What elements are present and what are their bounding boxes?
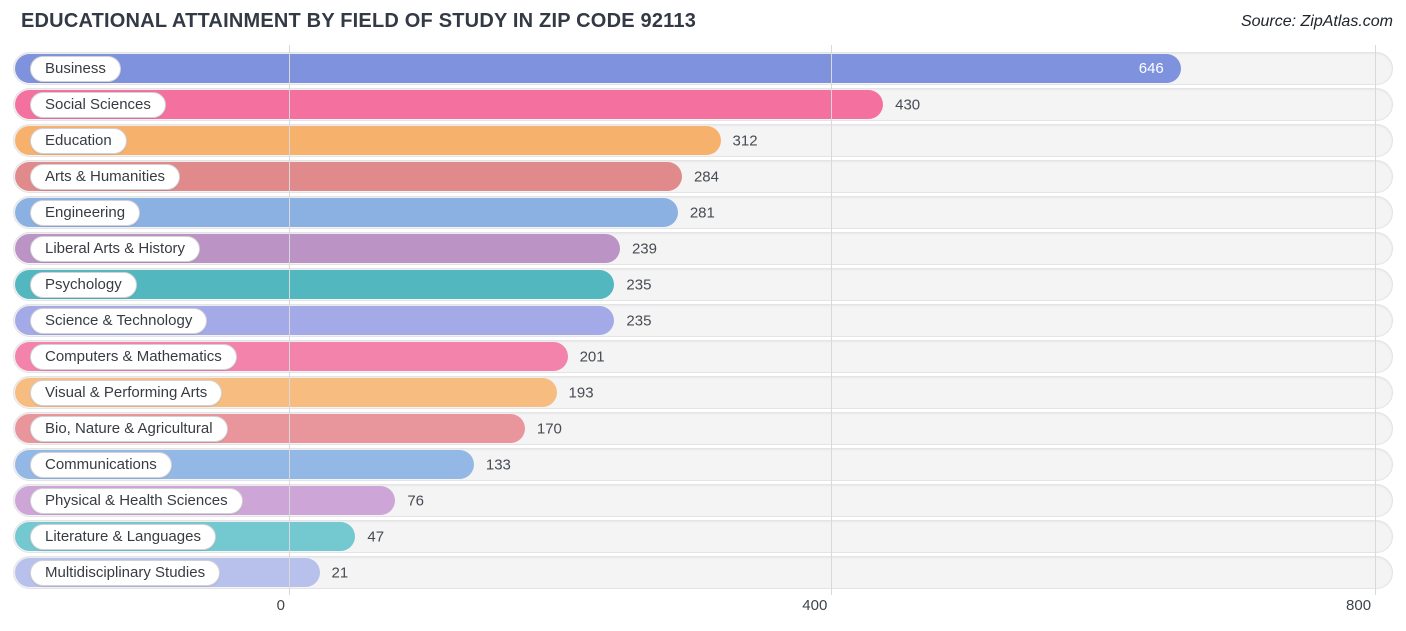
- value-label: 239: [631, 240, 657, 257]
- category-label: Visual & Performing Arts: [30, 379, 223, 406]
- bar-row: Physical & Health Sciences 76: [13, 484, 1393, 520]
- axis-tick-label: 400: [802, 597, 828, 614]
- value-label: 76: [407, 492, 424, 509]
- bar-row: Literature & Languages 47: [13, 520, 1393, 556]
- category-label: Multidisciplinary Studies: [30, 559, 221, 586]
- source-attribution: Source: ZipAtlas.com: [1240, 13, 1393, 30]
- category-label-text: Bio, Nature & Agricultural: [45, 419, 213, 437]
- bar-row: Bio, Nature & Agricultural 170: [13, 412, 1393, 448]
- category-label: Physical & Health Sciences: [30, 487, 243, 514]
- bar-row: Arts & Humanities 284: [13, 160, 1393, 196]
- category-label-text: Business: [45, 59, 106, 77]
- category-label-text: Physical & Health Sciences: [45, 491, 228, 509]
- value-label: 235: [626, 276, 652, 293]
- category-label-text: Visual & Performing Arts: [45, 383, 208, 401]
- value-label: 646: [1138, 60, 1164, 77]
- category-label: Social Sciences: [30, 91, 166, 118]
- bar-row: Liberal Arts & History 239: [13, 232, 1393, 268]
- value-label: 312: [732, 132, 758, 149]
- category-label: Education: [30, 127, 127, 154]
- bar-track: Communications 133: [13, 448, 1393, 481]
- bar-track: Computers & Mathematics 201: [13, 340, 1393, 373]
- bar-track: Science & Technology 235: [13, 304, 1393, 337]
- category-label-text: Multidisciplinary Studies: [45, 563, 206, 581]
- bar: 646: [15, 54, 1181, 83]
- bar-row: Multidisciplinary Studies 21: [13, 556, 1393, 592]
- category-label-text: Social Sciences: [45, 95, 151, 113]
- category-label: Business: [30, 55, 121, 82]
- value-label: 281: [689, 204, 715, 221]
- bar-row: Education 312: [13, 124, 1393, 160]
- category-label-text: Engineering: [45, 203, 126, 221]
- bar-row: Psychology 235: [13, 268, 1393, 304]
- category-label-text: Computers & Mathematics: [45, 347, 222, 365]
- value-label: 21: [331, 564, 349, 581]
- bar-track: Multidisciplinary Studies 21: [13, 556, 1393, 589]
- bar-track: Education 312: [13, 124, 1393, 157]
- bar-track: Visual & Performing Arts 193: [13, 376, 1393, 409]
- value-label: 284: [693, 168, 719, 185]
- category-label: Arts & Humanities: [30, 163, 181, 190]
- category-label: Computers & Mathematics: [30, 343, 237, 370]
- bar-chart: 646 Business Social Sciences 430 Educati…: [13, 45, 1393, 623]
- value-label: 133: [485, 456, 511, 473]
- bar-row: Communications 133: [13, 448, 1393, 484]
- bar-track: 646 Business: [13, 52, 1393, 85]
- category-label-text: Science & Technology: [45, 311, 193, 329]
- category-label: Psychology: [30, 271, 137, 298]
- category-label: Engineering: [30, 199, 141, 226]
- category-label-text: Literature & Languages: [45, 527, 201, 545]
- bar-track: Physical & Health Sciences 76: [13, 484, 1393, 517]
- category-label-text: Arts & Humanities: [45, 167, 166, 185]
- value-label: 201: [579, 348, 605, 365]
- bar-row: 646 Business: [13, 52, 1393, 88]
- category-label: Liberal Arts & History: [30, 235, 201, 262]
- value-label: 235: [626, 312, 652, 329]
- bar-row: Visual & Performing Arts 193: [13, 376, 1393, 412]
- category-label: Communications: [30, 451, 172, 478]
- bar-track: Bio, Nature & Agricultural 170: [13, 412, 1393, 445]
- x-axis: 0 400 800: [13, 597, 1393, 619]
- category-label: Literature & Languages: [30, 523, 216, 550]
- bar-row: Science & Technology 235: [13, 304, 1393, 340]
- bar: [15, 126, 721, 155]
- category-label-text: Education: [45, 131, 112, 149]
- bar-track: Literature & Languages 47: [13, 520, 1393, 553]
- bar-track: Engineering 281: [13, 196, 1393, 229]
- value-label: 170: [536, 420, 562, 437]
- category-label-text: Psychology: [45, 275, 122, 293]
- gridline: [289, 45, 290, 595]
- bar-track: Psychology 235: [13, 268, 1393, 301]
- value-label: 430: [895, 96, 921, 113]
- chart-title: EDUCATIONAL ATTAINMENT BY FIELD OF STUDY…: [21, 10, 697, 32]
- bar-track: Arts & Humanities 284: [13, 160, 1393, 193]
- bar-row: Computers & Mathematics 201: [13, 340, 1393, 376]
- axis-tick-label: 0: [276, 597, 285, 614]
- gridline: [831, 45, 833, 595]
- bar-row: Social Sciences 430: [13, 88, 1393, 124]
- category-label: Bio, Nature & Agricultural: [30, 415, 228, 442]
- category-label-text: Communications: [45, 455, 157, 473]
- category-label: Science & Technology: [30, 307, 208, 334]
- value-label: 193: [568, 384, 594, 401]
- bar-row: Engineering 281: [13, 196, 1393, 232]
- chart-header: EDUCATIONAL ATTAINMENT BY FIELD OF STUDY…: [21, 10, 1393, 33]
- value-label: 47: [367, 528, 385, 545]
- category-label-text: Liberal Arts & History: [45, 239, 186, 257]
- axis-tick-label: 800: [1346, 597, 1372, 614]
- bar-track: Liberal Arts & History 239: [13, 232, 1393, 265]
- bar-track: Social Sciences 430: [13, 88, 1393, 121]
- gridline: [1375, 45, 1377, 595]
- bar-rows: 646 Business Social Sciences 430 Educati…: [13, 52, 1393, 592]
